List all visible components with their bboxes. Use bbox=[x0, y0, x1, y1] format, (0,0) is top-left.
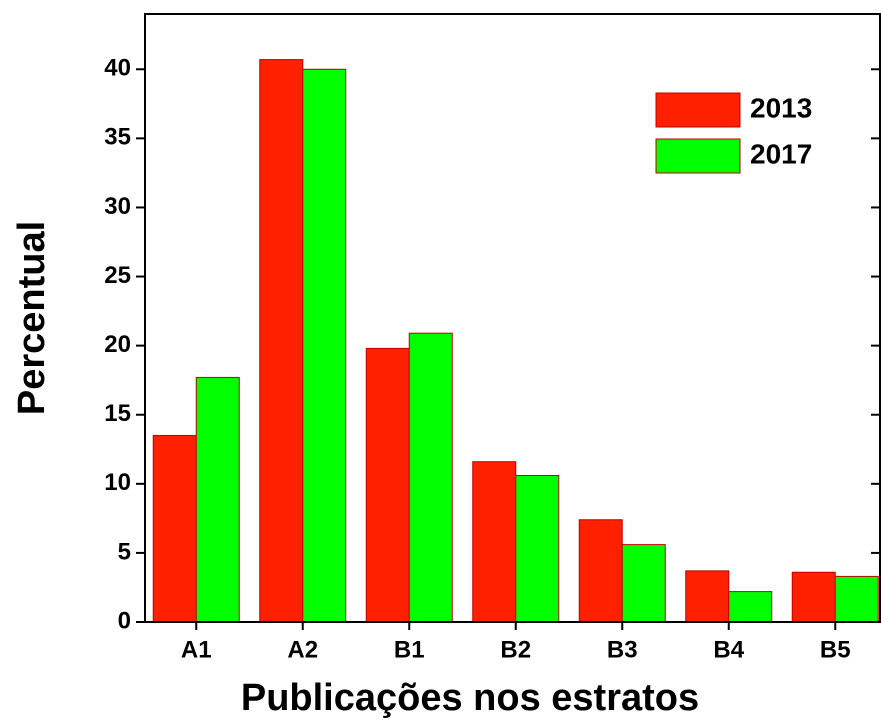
y-tick-label: 20 bbox=[104, 331, 131, 358]
x-tick-label: B2 bbox=[500, 636, 531, 663]
y-tick-label: 25 bbox=[104, 262, 131, 289]
bar bbox=[472, 461, 517, 623]
y-axis-label: Percentual bbox=[11, 221, 53, 415]
y-tick-label: 35 bbox=[104, 124, 131, 151]
y-tick-label: 0 bbox=[118, 607, 131, 634]
y-tick-label: 15 bbox=[104, 400, 131, 427]
bar bbox=[791, 571, 836, 623]
y-tick-label: 40 bbox=[104, 55, 131, 82]
bar bbox=[259, 59, 304, 623]
bar bbox=[621, 544, 666, 623]
bar bbox=[152, 434, 197, 623]
x-tick-label: B5 bbox=[820, 636, 851, 663]
bar bbox=[728, 591, 773, 623]
bar bbox=[408, 332, 453, 623]
bar bbox=[365, 347, 410, 623]
bar bbox=[195, 376, 240, 623]
legend-label: 2013 bbox=[750, 92, 812, 123]
legend-swatch bbox=[655, 138, 741, 174]
y-tick-label: 10 bbox=[104, 469, 131, 496]
bar bbox=[834, 575, 879, 623]
x-tick-label: B1 bbox=[394, 636, 425, 663]
x-tick-label: B3 bbox=[607, 636, 638, 663]
x-tick-label: A2 bbox=[287, 636, 318, 663]
bar bbox=[578, 519, 623, 623]
y-tick-label: 30 bbox=[104, 193, 131, 220]
legend-swatch bbox=[655, 92, 741, 128]
legend-label: 2017 bbox=[750, 138, 812, 169]
bar bbox=[302, 68, 347, 623]
bar bbox=[685, 570, 730, 623]
plot-frame bbox=[144, 13, 881, 623]
x-tick-label: A1 bbox=[181, 636, 212, 663]
y-tick-label: 5 bbox=[118, 538, 131, 565]
bar bbox=[515, 475, 560, 623]
x-tick-label: B4 bbox=[713, 636, 744, 663]
x-axis-label: Publicações nos estratos bbox=[241, 677, 699, 719]
